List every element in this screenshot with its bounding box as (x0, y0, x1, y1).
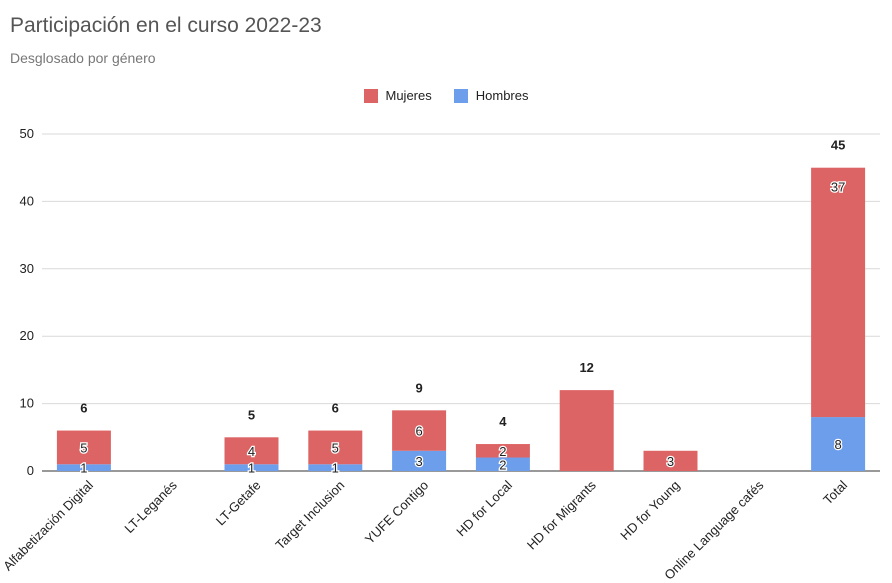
data-label-hombres: 1 (80, 461, 87, 476)
data-label-mujeres: 4 (248, 444, 255, 459)
data-label-total: 9 (415, 380, 422, 395)
x-tick-label: HD for Young (617, 478, 682, 543)
legend: Mujeres Hombres (0, 88, 892, 103)
bar-mujeres (224, 437, 279, 465)
chart-subtitle: Desglosado por género (10, 50, 156, 66)
bar-mujeres (308, 430, 363, 465)
bar-hombres (308, 464, 363, 471)
x-tick-label: Target Inclusion (272, 478, 347, 553)
data-label-total: 4 (499, 414, 507, 429)
data-label-mujeres: 3 (667, 454, 674, 469)
bar-mujeres (811, 167, 866, 418)
bar-mujeres (643, 450, 698, 471)
x-tick-label: LT-Getafe (213, 478, 264, 529)
chart-title: Participación en el curso 2022-23 (10, 14, 322, 37)
x-tick-label: Total (820, 477, 850, 507)
data-label-total: 6 (332, 401, 339, 416)
x-tick-label: HD for Local (453, 477, 515, 539)
legend-label-hombres: Hombres (475, 88, 529, 103)
y-tick-label: 50 (20, 126, 34, 141)
bar-mujeres (559, 390, 614, 471)
bar-hombres (811, 417, 866, 471)
bar-mujeres (392, 410, 447, 451)
bar-mujeres (475, 444, 530, 458)
legend-entry-hombres[interactable]: Hombres (453, 88, 529, 103)
x-tick-label: Alfabetización Digital (0, 477, 96, 573)
x-tick-label: HD for Migrants (524, 477, 599, 552)
data-label-total: 45 (831, 138, 845, 153)
x-tick-label: LT-Leganés (121, 477, 180, 536)
bar-mujeres (56, 430, 111, 465)
y-tick-label: 40 (20, 193, 34, 208)
legend-swatch-mujeres (363, 88, 378, 103)
y-tick-label: 0 (27, 463, 34, 478)
legend-label-mujeres: Mujeres (385, 88, 432, 103)
bar-hombres (56, 464, 111, 471)
bar-hombres (224, 464, 279, 471)
data-label-mujeres: 2 (499, 444, 506, 459)
y-tick-label: 20 (20, 328, 34, 343)
legend-swatch-hombres (453, 88, 468, 103)
data-label-hombres: 1 (332, 461, 339, 476)
y-tick-label: 10 (20, 396, 34, 411)
y-tick-label: 30 (20, 261, 34, 276)
data-label-hombres: 1 (248, 461, 255, 476)
bar-hombres (475, 457, 530, 471)
x-tick-label: YUFE Contigo (362, 478, 431, 547)
data-label-hombres: 2 (499, 457, 506, 472)
legend-entry-mujeres[interactable]: Mujeres (363, 88, 432, 103)
data-label-mujeres: 5 (332, 440, 339, 455)
data-label-total: 12 (579, 360, 593, 375)
data-label-mujeres: 5 (80, 440, 87, 455)
data-label-total: 5 (248, 407, 255, 422)
data-label-mujeres: 6 (415, 424, 422, 439)
data-label-mujeres: 37 (831, 180, 845, 195)
data-label-hombres: 3 (415, 454, 422, 469)
data-label-hombres: 8 (834, 437, 841, 452)
bar-hombres (392, 450, 447, 471)
data-label-total: 6 (80, 401, 87, 416)
